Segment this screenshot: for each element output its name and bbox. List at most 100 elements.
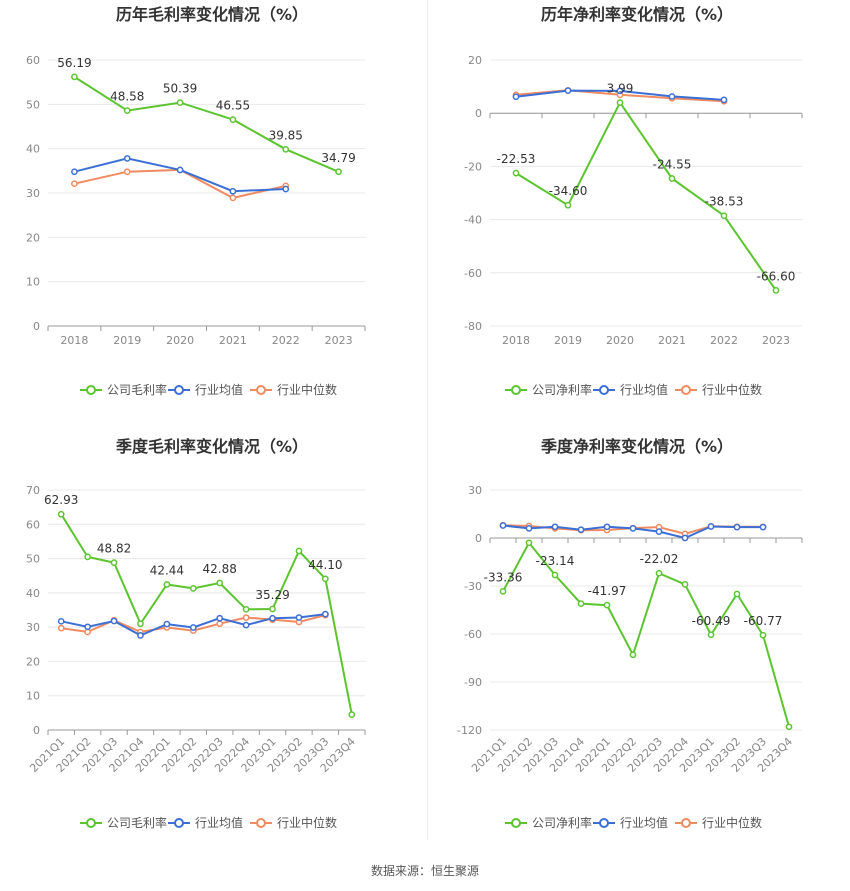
y-tick-label: 0 xyxy=(475,107,482,120)
legend-swatch-marker xyxy=(599,385,609,395)
x-tick-label: 2018 xyxy=(60,334,88,347)
data-point xyxy=(229,194,237,202)
y-tick-label: 30 xyxy=(26,187,40,200)
data-label: 44.10 xyxy=(308,558,342,572)
data-point xyxy=(110,617,118,625)
y-tick-label: -90 xyxy=(464,676,482,689)
data-label: -22.53 xyxy=(497,152,536,166)
data-label: 3.99 xyxy=(607,82,634,96)
data-point xyxy=(71,168,78,176)
data-point xyxy=(629,651,637,659)
x-tick-label: 2020 xyxy=(606,334,634,347)
x-tick-label: 2023 xyxy=(762,334,790,347)
legend-label: 公司毛利率 xyxy=(107,815,167,830)
legend-swatch-marker xyxy=(256,818,266,828)
series-line xyxy=(60,513,353,715)
y-tick-label: -30 xyxy=(464,580,482,593)
y-tick-label: 40 xyxy=(26,587,40,600)
legend-label: 行业均值 xyxy=(620,815,668,830)
data-point xyxy=(499,588,507,595)
chart-title: 季度净利率变化情况（%） xyxy=(540,437,733,456)
data-label: -22.02 xyxy=(640,552,679,566)
x-tick-label: 2019 xyxy=(554,334,582,347)
data-label: -34.60 xyxy=(549,184,588,198)
data-point xyxy=(720,96,728,104)
y-tick-label: 20 xyxy=(26,655,40,668)
data-point xyxy=(577,526,585,534)
legend-swatch-marker xyxy=(86,385,96,395)
data-point xyxy=(655,528,663,535)
data-point xyxy=(733,523,741,531)
data-point xyxy=(269,614,276,622)
y-tick-label: -60 xyxy=(464,628,482,641)
data-point xyxy=(84,553,91,561)
data-label: -60.49 xyxy=(692,614,731,628)
chart-panel-annual-gross-margin: 历年毛利率变化情况（%） 0 10 20 30 40 50 60 2018 2019 2020 202… xyxy=(0,0,425,432)
chart-title: 历年毛利率变化情况（%） xyxy=(116,5,308,24)
data-point xyxy=(512,93,520,101)
data-point xyxy=(668,93,676,100)
x-tick-label: 2021 xyxy=(658,334,686,347)
y-tick-label: 40 xyxy=(26,143,40,156)
legend-label: 行业均值 xyxy=(195,382,243,397)
y-tick-label: -80 xyxy=(464,320,482,333)
data-label: -23.14 xyxy=(536,554,575,568)
x-tick-label: 2020 xyxy=(166,334,194,347)
data-label: 50.39 xyxy=(163,82,197,96)
data-label: -66.60 xyxy=(757,269,796,283)
data-label: 48.82 xyxy=(97,542,131,556)
data-point xyxy=(229,116,237,123)
data-point xyxy=(163,581,171,588)
panel-divider xyxy=(427,0,428,840)
data-label: 46.55 xyxy=(216,99,250,113)
data-label: -33.36 xyxy=(484,570,523,584)
y-tick-label: 60 xyxy=(26,54,40,67)
y-tick-label: 30 xyxy=(468,484,482,497)
annual-net-margin-chart: 历年净利率变化情况（%） -80 -60 -40 -20 0 20 2018 2019 2020 2… xyxy=(464,5,803,397)
data-point xyxy=(57,617,65,625)
legend-label: 行业均值 xyxy=(620,382,668,397)
data-point xyxy=(84,623,91,631)
data-point xyxy=(668,175,676,182)
data-point xyxy=(785,723,793,731)
x-tick-label: 2019 xyxy=(113,334,141,347)
data-point xyxy=(655,569,663,577)
data-point xyxy=(216,614,224,622)
legend-label: 行业中位数 xyxy=(277,815,337,830)
y-tick-label: 30 xyxy=(26,621,40,634)
data-point xyxy=(759,523,767,531)
y-tick-label: 0 xyxy=(33,320,40,333)
data-point xyxy=(123,107,131,114)
x-tick-label: 2021 xyxy=(219,334,247,347)
legend-swatch-marker xyxy=(681,385,691,395)
data-point xyxy=(163,620,171,628)
data-label: 62.93 xyxy=(44,493,78,507)
data-label: -60.77 xyxy=(744,614,783,628)
data-source-note: 数据来源：恒生聚源 xyxy=(370,864,479,878)
data-point xyxy=(71,180,78,188)
data-point xyxy=(616,99,624,106)
annual-gross-margin-chart: 历年毛利率变化情况（%） 0 10 20 30 40 50 60 2018 2019 2020 202… xyxy=(26,5,366,397)
y-tick-label: 50 xyxy=(26,553,40,566)
legend-label: 行业中位数 xyxy=(702,382,762,397)
data-label: 42.88 xyxy=(203,562,237,576)
data-point xyxy=(295,547,303,555)
data-label: 35.29 xyxy=(255,588,289,602)
legend-swatch-marker xyxy=(511,818,521,828)
data-point xyxy=(577,600,585,607)
data-point xyxy=(499,522,507,529)
data-point xyxy=(189,624,197,631)
data-point xyxy=(681,581,689,588)
y-tick-label: 10 xyxy=(26,690,40,703)
data-point xyxy=(603,601,611,609)
data-point xyxy=(176,99,184,106)
data-point xyxy=(110,559,118,566)
chart-title: 历年净利率变化情况（%） xyxy=(541,5,733,24)
data-point xyxy=(282,145,290,153)
legend-swatch-marker xyxy=(86,818,96,828)
y-tick-label: -20 xyxy=(464,160,482,173)
data-label: -24.55 xyxy=(653,158,692,172)
data-point xyxy=(603,523,611,531)
quarterly-gross-margin-chart: 季度毛利率变化情况（%）0102030405060702021Q12021Q22… xyxy=(26,437,366,830)
legend-label: 行业中位数 xyxy=(702,815,762,830)
